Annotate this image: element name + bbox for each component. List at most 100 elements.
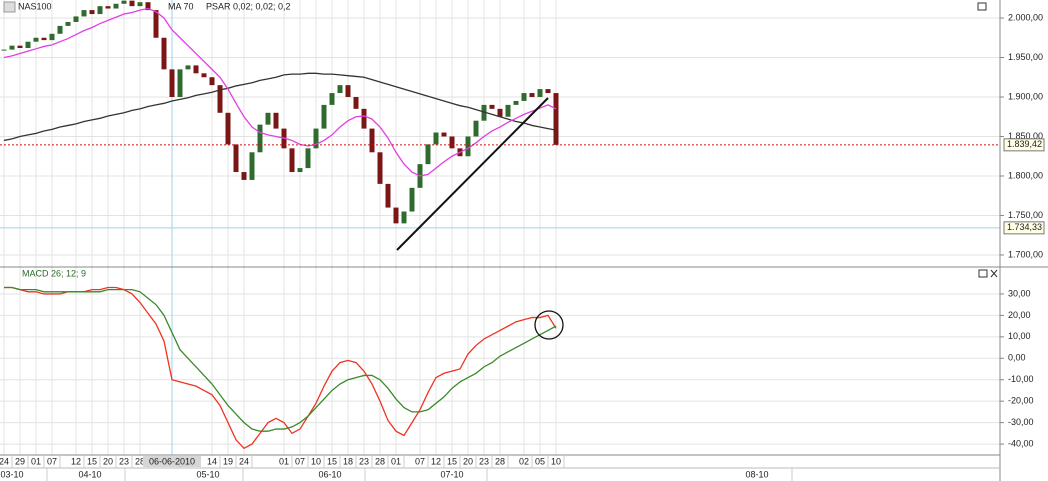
x-tick-label: 23	[479, 456, 489, 466]
candle	[185, 65, 191, 70]
y-tick-label: 10,00	[1008, 331, 1031, 341]
candle	[385, 183, 391, 208]
candle	[257, 124, 263, 153]
candle	[529, 93, 535, 97]
price-label: 1.734,33	[1007, 222, 1042, 232]
candle	[17, 45, 23, 49]
maximize-button[interactable]	[978, 269, 988, 278]
candle	[97, 6, 103, 15]
candle	[377, 152, 383, 184]
y-tick-label: -40,00	[1008, 438, 1034, 448]
candle	[41, 37, 47, 41]
candle	[81, 10, 87, 17]
candle	[345, 85, 351, 97]
candle	[473, 120, 479, 137]
x-month-label: 08-10	[745, 469, 768, 479]
candle	[169, 69, 175, 97]
candle	[545, 89, 551, 94]
x-month-label: 05-10	[196, 469, 219, 479]
x-tick-label: 06-06-2010	[149, 456, 195, 466]
y-tick-label: 0,00	[1008, 353, 1026, 363]
x-tick-label: 10	[311, 456, 321, 466]
x-tick-label: 28	[495, 456, 505, 466]
x-tick-label: 23	[359, 456, 369, 466]
candle	[505, 104, 511, 117]
legend-psar[interactable]: PSAR 0,02; 0,02; 0,2	[206, 1, 291, 11]
x-month-label: 04-10	[78, 469, 101, 479]
candle	[265, 112, 271, 125]
candle	[329, 93, 335, 105]
y-tick-label: 1.850,00	[1008, 131, 1043, 141]
x-tick-label: 18	[343, 456, 353, 466]
candle	[89, 10, 95, 15]
candle	[161, 37, 167, 70]
candle	[1, 49, 7, 51]
x-tick-label: 20	[103, 456, 113, 466]
symbol-label: NAS100	[18, 1, 52, 11]
candle	[241, 172, 247, 180]
highlight-circle	[534, 310, 564, 340]
series-line	[3, 72, 557, 142]
x-tick-label: 01	[279, 456, 289, 466]
x-tick-label: 24	[239, 456, 249, 466]
candle	[369, 128, 375, 153]
candle	[481, 104, 487, 121]
close-button[interactable]	[990, 269, 998, 278]
candle	[177, 69, 183, 97]
candle	[57, 25, 63, 34]
candle	[425, 144, 431, 165]
candle	[105, 6, 111, 9]
x-tick-label: 19	[223, 456, 233, 466]
candle	[393, 207, 399, 224]
candle	[409, 187, 415, 212]
candle	[193, 65, 199, 74]
candle	[489, 104, 495, 109]
price-label-bg	[1003, 221, 1045, 235]
candle	[553, 93, 559, 145]
candle	[249, 152, 255, 180]
y-tick-label: 30,00	[1008, 288, 1031, 298]
candle	[145, 2, 151, 11]
candle	[25, 41, 31, 49]
macd-title[interactable]: MACD 26; 12; 9	[22, 268, 86, 278]
price-label-bg	[1003, 138, 1045, 152]
candle	[49, 33, 55, 41]
candle	[537, 89, 543, 97]
x-month-label: 06-10	[318, 469, 341, 479]
candle	[449, 136, 455, 149]
y-tick-label: -20,00	[1008, 396, 1034, 406]
candle	[113, 3, 119, 9]
candle	[73, 16, 79, 22]
marks	[0, 0, 1000, 450]
x-tick-label: 07	[415, 456, 425, 466]
y-tick-label: -30,00	[1008, 417, 1034, 427]
candle	[201, 73, 207, 78]
series-line	[4, 286, 557, 432]
candle	[209, 77, 215, 86]
x-tick-label: 05	[535, 456, 545, 466]
candle	[153, 10, 159, 38]
candle	[513, 100, 519, 105]
candle	[65, 21, 71, 26]
symbol-icon[interactable]	[3, 1, 16, 13]
candle	[217, 85, 223, 113]
maximize-button[interactable]	[977, 2, 987, 11]
series-line	[3, 7, 557, 177]
x-tick-label: 15	[87, 456, 97, 466]
y-tick-label: 20,00	[1008, 310, 1031, 320]
y-tick-label: 1.800,00	[1008, 170, 1043, 180]
x-tick-label: 01	[31, 456, 41, 466]
y-tick-label: 2.000,00	[1008, 12, 1043, 22]
legend-ma[interactable]: MA 70	[168, 1, 194, 11]
candle	[121, 0, 127, 4]
x-tick-label: 12	[431, 456, 441, 466]
candle	[33, 37, 39, 42]
candle	[433, 132, 439, 145]
candle	[233, 144, 239, 173]
y-tick-label: 1.900,00	[1008, 91, 1043, 101]
x-tick-label: 28	[375, 456, 385, 466]
x-tick-label: 01	[391, 456, 401, 466]
candle	[321, 104, 327, 129]
candle	[497, 108, 503, 117]
